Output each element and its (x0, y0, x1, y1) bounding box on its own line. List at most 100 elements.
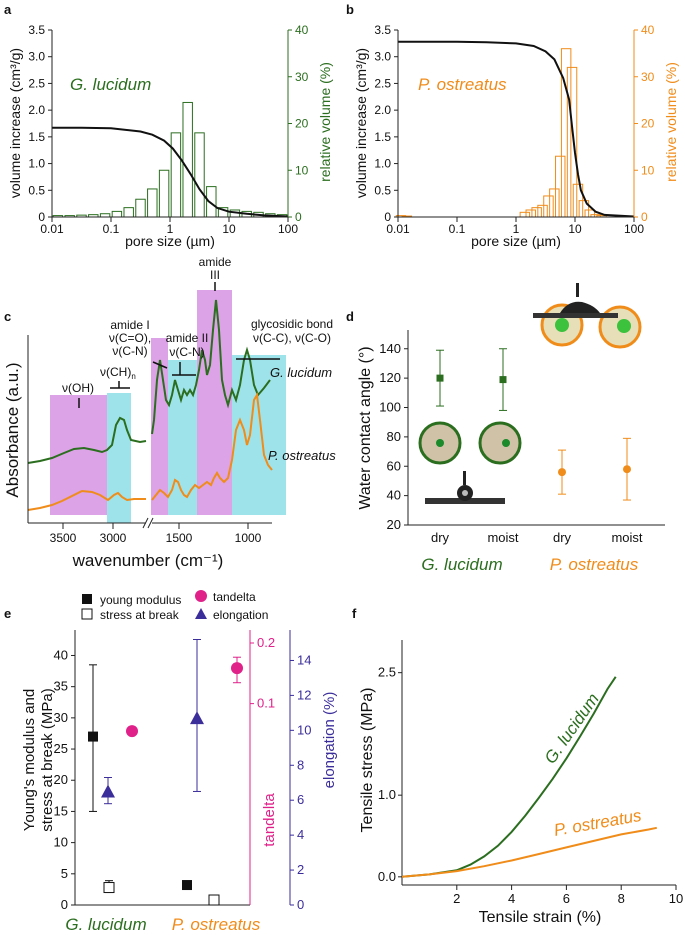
cat-label: dry (553, 530, 572, 545)
legend-young: young modulus (100, 593, 181, 607)
y-label-d: Water contact angle (°) (357, 346, 374, 509)
bar (549, 188, 560, 218)
tick-label: 8 (297, 757, 304, 772)
legend-marker-elongation (195, 608, 207, 619)
legend-elongation: elongation (213, 608, 268, 622)
tick-label: 30 (295, 70, 309, 84)
tick-label: 60 (387, 458, 401, 473)
right-ticks-a: 0 10 20 30 40 (288, 23, 309, 224)
panel-e: e young modulus stress at break tandelta… (4, 590, 338, 934)
droplet-images (418, 283, 642, 504)
tick-label: 1500 (166, 531, 193, 545)
species-label-b: P. ostreatus (418, 75, 507, 94)
group-label-p-ostreatus: P. ostreatus (550, 555, 639, 574)
tick-label: 10 (568, 222, 582, 236)
y-label-mid-e: tandelta (261, 793, 278, 847)
bar (519, 211, 531, 218)
annot-oh: ν(OH) (62, 381, 94, 395)
tick-label: 0.5 (28, 183, 45, 197)
x-label-f: Tensile strain (%) (479, 909, 602, 926)
droplet-photo-g-moist (478, 421, 522, 465)
droplet-dot (617, 319, 631, 333)
tick-label: 0 (384, 210, 391, 224)
legend-e: young modulus stress at break tandelta e… (81, 590, 268, 622)
young-modulus-point (182, 880, 192, 891)
species-label-a: G. lucidum (70, 75, 151, 94)
tick-label: 12 (297, 687, 311, 702)
annot-ch-main: ν(CH) (100, 365, 131, 379)
y-label-c: Absorbance (a.u.) (3, 362, 22, 497)
left-ticks-b: 0 0.5 1.0 1.5 2.0 2.5 3.0 3.5 (374, 23, 398, 224)
tick-label: 0 (641, 210, 648, 224)
tick-label: 10 (54, 835, 68, 850)
data-point (558, 468, 566, 477)
droplet-dot (436, 439, 444, 447)
tick-label: 3.5 (28, 23, 45, 37)
tick-label: 10 (641, 163, 655, 177)
tick-label: 10 (669, 891, 683, 906)
bar (584, 209, 595, 218)
panel-f: f 2 4 6 8 10 0.0 1.0 2.5 G. lucidum P. ostreat… (352, 606, 683, 926)
tick-label: 2.5 (374, 76, 391, 90)
tick-label: 1.5 (374, 130, 391, 144)
bar (123, 207, 134, 218)
series-label-g-lucidum: G. lucidum (270, 365, 332, 380)
bar (111, 210, 123, 218)
tick-label: 1000 (235, 531, 262, 545)
y-label-right-a: relative volume (%) (317, 62, 333, 182)
points-d (436, 348, 631, 501)
bar (566, 66, 578, 218)
tick-label: 20 (387, 517, 401, 532)
tick-label: 10 (295, 163, 309, 177)
tick-label: 100 (624, 222, 644, 236)
needle-1 (463, 471, 466, 485)
group-label-e-p: P. ostreatus (172, 915, 261, 934)
panel-label-e: e (4, 606, 11, 621)
tick-label: 6 (297, 792, 304, 807)
tick-label: 2.0 (28, 103, 45, 117)
tick-label: 1.0 (374, 157, 391, 171)
cumulative-line-b (398, 40, 635, 218)
tick-label: 0.1 (449, 222, 466, 236)
tick-label: 2.5 (28, 76, 45, 90)
tick-label: 1.0 (28, 157, 45, 171)
tick-label: 2 (297, 862, 304, 877)
bars-a (52, 101, 288, 218)
tick-label: 4 (297, 827, 304, 842)
curve-g-lucidum (401, 676, 617, 878)
cat-label: dry (431, 530, 450, 545)
droplet-dot (502, 439, 510, 447)
tick-label: 20 (641, 117, 655, 131)
tick-label: 20 (54, 772, 68, 787)
tick-label: 0.01 (386, 222, 410, 236)
x-label-c: wavenumber (cm⁻¹) (72, 551, 224, 570)
annot-amide-i-sub: ν(C=O), (109, 331, 151, 345)
x-label-a: pore size (µm) (125, 233, 215, 249)
bar (537, 204, 548, 218)
tick-label: 3.0 (28, 50, 45, 64)
annot-amide-i: amide I (110, 318, 149, 332)
annot-amide-iii: amide (199, 255, 232, 269)
y-label-left-a: volume increase (cm³/g) (7, 48, 23, 198)
tick-label: 0 (297, 897, 304, 912)
annot-amide-i-sub2: ν(C-N) (112, 344, 147, 358)
bar (555, 155, 566, 218)
tick-label: 40 (295, 23, 309, 37)
panel-label-d: d (346, 309, 354, 324)
tick-label: 100 (278, 222, 298, 236)
tick-label: 20 (295, 117, 309, 131)
group-label-e-g: G. lucidum (65, 915, 146, 934)
cat-label: moist (611, 530, 642, 545)
legend-marker-young (82, 594, 92, 604)
x-label-b: pore size (µm) (471, 233, 561, 249)
tick-label: 8 (618, 891, 625, 906)
tick-label: 4 (508, 891, 515, 906)
y-ticks-d: 20 40 60 80 100 120 140 (379, 341, 408, 532)
annot-ch: ν(CH)n (100, 365, 136, 381)
young-modulus-point (88, 731, 98, 742)
data-point (436, 374, 444, 382)
mid-ticks-e: 0.1 0.2 (250, 635, 275, 711)
bars-b (395, 48, 607, 218)
tick-label: 30 (641, 70, 655, 84)
